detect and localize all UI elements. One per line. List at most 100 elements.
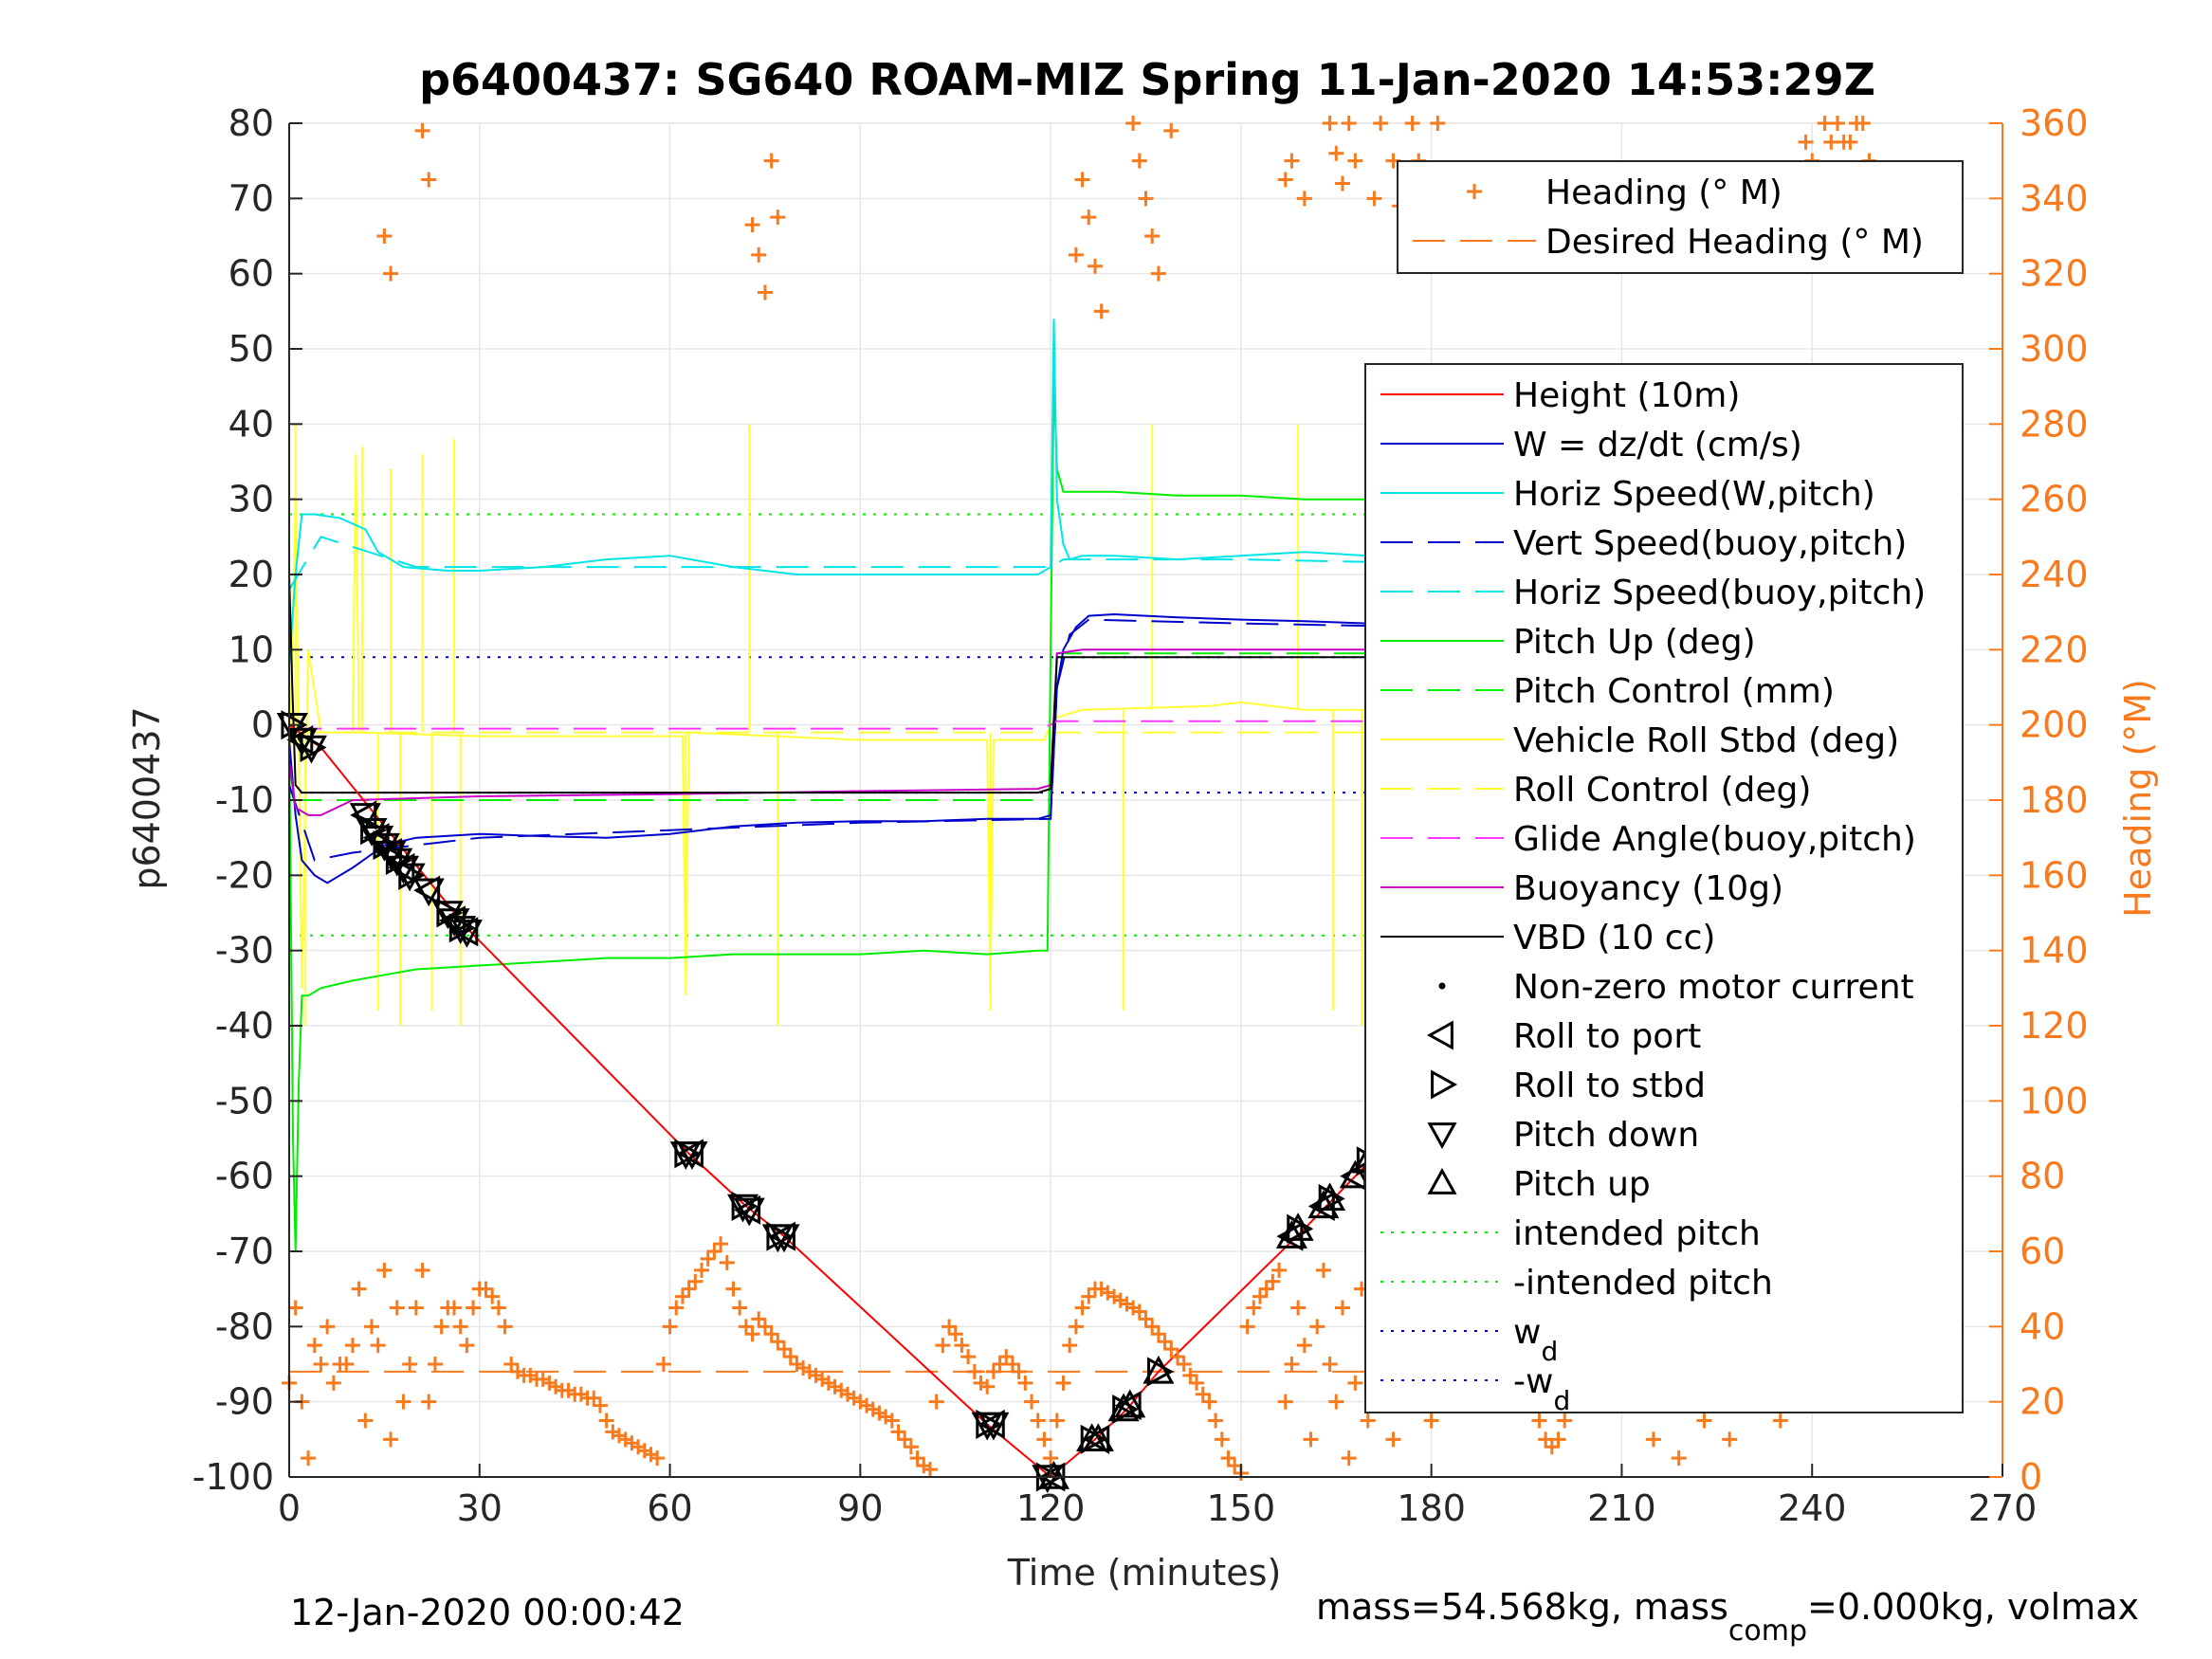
heading-point	[1671, 1450, 1687, 1467]
pitch-marker	[412, 878, 445, 907]
roll-marker	[1146, 1357, 1174, 1387]
footer-timestamp: 12-Jan-2020 00:00:42	[290, 1592, 685, 1633]
footer-mass: mass=54.568kg, masscomp=0.000kg, volmax	[1316, 1586, 2139, 1648]
y2-tick-label: 240	[2020, 554, 2089, 595]
legend-label-text: Vert Speed(buoy,pitch)	[1513, 524, 1907, 563]
pitch-marker	[733, 1197, 765, 1227]
heading-point	[1277, 1394, 1293, 1410]
heading-point	[287, 1300, 303, 1316]
heading-point	[1303, 1431, 1319, 1448]
legend-label: Vert Speed(buoy,pitch)	[1513, 524, 1907, 563]
legend-label: intended pitch	[1513, 1214, 1761, 1253]
legend-label-text: W = dz/dt (cm/s)	[1513, 426, 1802, 465]
legend-label-text: Vehicle Roll Stbd (deg)	[1513, 721, 1899, 760]
heading-point	[763, 153, 779, 169]
legend-label-text: -intended pitch	[1513, 1264, 1773, 1303]
series-line	[289, 720, 1876, 730]
footer-mass-prefix: mass=54.568kg, mass	[1316, 1586, 1728, 1628]
heading-point	[1290, 1300, 1307, 1316]
heading-point	[1366, 191, 1382, 207]
heading-point	[376, 228, 393, 244]
y2-tick-label: 20	[2020, 1381, 2065, 1423]
y-tick-label: -90	[215, 1381, 274, 1423]
heading-point	[1322, 1357, 1338, 1372]
heading-point	[935, 1338, 951, 1354]
heading-point	[1829, 116, 1845, 131]
legend-label: W = dz/dt (cm/s)	[1513, 426, 1802, 465]
heading-point	[364, 1319, 380, 1335]
legend-swatch	[1426, 1020, 1453, 1050]
legend-swatch	[1431, 1069, 1458, 1100]
y-tick-label: -30	[215, 930, 274, 972]
legend-heading: Heading (° M) Desired Heading (° M)	[1397, 160, 1964, 274]
heading-point	[466, 1300, 482, 1316]
y2-tick-label: 360	[2020, 102, 2089, 144]
y-tick-label: -60	[215, 1156, 274, 1197]
legend-label-text: Pitch up	[1513, 1165, 1651, 1204]
roll-marker	[350, 800, 377, 830]
legend-label-text: Roll Control (deg)	[1513, 771, 1811, 810]
roll-marker	[1318, 1183, 1345, 1214]
heading-point	[383, 265, 399, 282]
heading-point	[344, 1338, 360, 1354]
x-tick-label: 240	[1778, 1487, 1847, 1529]
heading-point	[1347, 1375, 1363, 1391]
heading-point	[1246, 1300, 1262, 1316]
heading-point	[1341, 116, 1357, 131]
heading-point	[1043, 1450, 1059, 1467]
legend-label-text: Buoyancy (10g)	[1513, 869, 1783, 908]
legend-label-text: Desired Heading (° M)	[1545, 223, 1924, 262]
heading-point	[1163, 122, 1179, 138]
legend-label: Glide Angle(buoy,pitch)	[1513, 820, 1916, 859]
legend-swatch	[1427, 1122, 1457, 1150]
y-tick-label: -70	[215, 1231, 274, 1272]
heading-point	[389, 1300, 405, 1316]
y2-tick-label: 100	[2020, 1080, 2089, 1121]
x-tick-label: 180	[1397, 1487, 1466, 1529]
heading-point	[414, 122, 430, 138]
y-tick-label: -20	[215, 854, 274, 896]
heading-point	[1284, 1357, 1300, 1372]
pitch-marker	[285, 727, 318, 757]
heading-point	[421, 172, 437, 188]
y2-tick-label: 280	[2020, 403, 2089, 445]
y-tick-label: 80	[229, 102, 274, 144]
pitch-marker	[1314, 1182, 1346, 1212]
heading-point	[1334, 1300, 1350, 1316]
legend-label-text: VBD (10 cc)	[1513, 919, 1715, 957]
heading-point	[1328, 1394, 1344, 1410]
y2-tick-label: 120	[2020, 1005, 2089, 1047]
y-tick-label: 10	[229, 629, 274, 670]
heading-point	[433, 1319, 449, 1335]
y2-tick-label: 160	[2020, 854, 2089, 896]
heading-point	[427, 1357, 443, 1372]
heading-point	[1423, 1413, 1439, 1429]
heading-point	[979, 1378, 996, 1395]
legend-label-sub: d	[1541, 1336, 1558, 1367]
heading-point	[383, 1431, 399, 1448]
heading-point	[954, 1338, 970, 1354]
pitch-marker	[393, 863, 426, 892]
heading-point	[1030, 1413, 1046, 1429]
heading-point	[1823, 134, 1839, 150]
y2-tick-label: 340	[2020, 177, 2089, 219]
heading-point	[1842, 134, 1858, 150]
heading-point	[1138, 191, 1154, 207]
pitch-marker	[295, 735, 327, 764]
heading-point	[1125, 116, 1142, 131]
heading-point	[1131, 153, 1147, 169]
heading-point	[1024, 1394, 1040, 1410]
legend-label: Heading (° M)	[1545, 173, 1782, 212]
heading-point	[1074, 172, 1090, 188]
y-tick-label: 40	[229, 403, 274, 445]
pitch-marker	[676, 1141, 708, 1170]
y2-axis-label: Heading (°M)	[2117, 679, 2159, 918]
heading-point	[484, 1288, 501, 1304]
x-tick-label: 60	[647, 1487, 692, 1529]
legend-swatch	[1427, 1167, 1457, 1194]
heading-point	[1855, 116, 1871, 131]
heading-point	[725, 1281, 741, 1297]
heading-point	[662, 1319, 678, 1335]
legend-label: Roll to stbd	[1513, 1066, 1706, 1105]
heading-point	[1385, 1431, 1401, 1448]
